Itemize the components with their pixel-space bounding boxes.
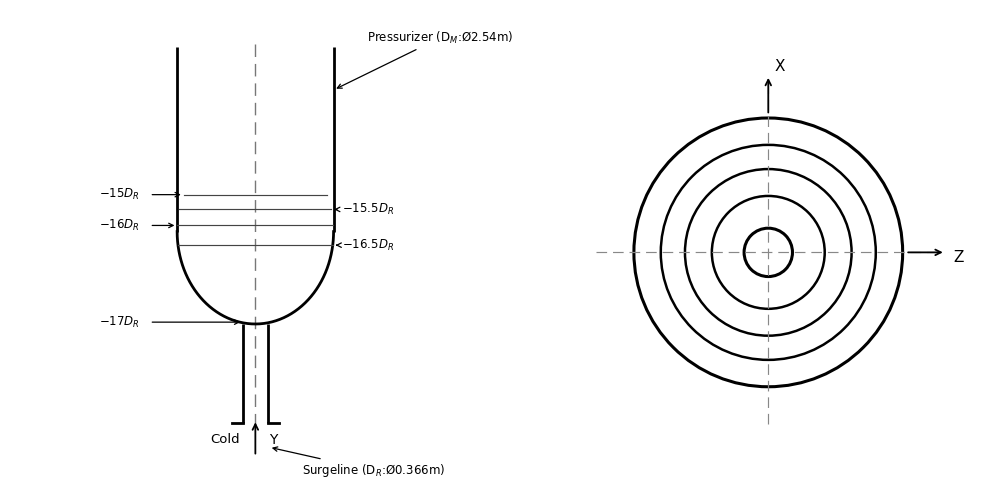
Text: $-15.5D_R$: $-15.5D_R$ [342, 202, 394, 217]
Text: Surgeline (D$_R$:Ø0.366m): Surgeline (D$_R$:Ø0.366m) [273, 447, 445, 479]
Text: $-17D_R$: $-17D_R$ [99, 315, 140, 329]
Text: $-16D_R$: $-16D_R$ [99, 218, 140, 233]
Text: $-16.5D_R$: $-16.5D_R$ [342, 238, 394, 253]
Text: Y: Y [269, 433, 277, 447]
Text: $-15D_R$: $-15D_R$ [99, 187, 140, 202]
Text: Cold: Cold [210, 433, 240, 446]
Text: Z: Z [954, 250, 964, 265]
Text: Pressurizer (D$_M$:Ø2.54m): Pressurizer (D$_M$:Ø2.54m) [337, 30, 514, 88]
Text: X: X [775, 59, 786, 75]
